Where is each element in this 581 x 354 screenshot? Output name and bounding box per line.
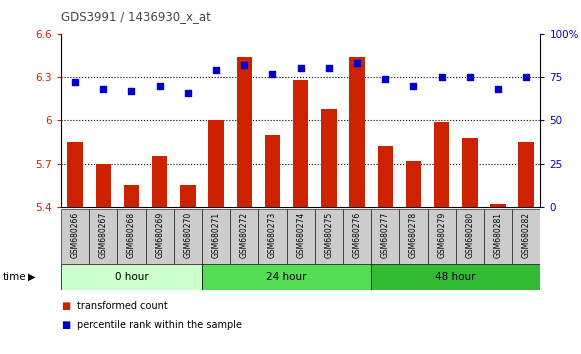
Point xyxy=(155,83,164,88)
Bar xyxy=(202,209,230,264)
Point xyxy=(268,71,277,76)
Bar xyxy=(174,209,202,264)
Text: GSM680280: GSM680280 xyxy=(465,212,474,258)
Point xyxy=(183,90,192,96)
Bar xyxy=(428,209,456,264)
Point xyxy=(70,79,80,85)
Bar xyxy=(61,209,89,264)
Point xyxy=(437,74,446,80)
Point xyxy=(493,86,503,92)
Point xyxy=(381,76,390,81)
Bar xyxy=(315,209,343,264)
Bar xyxy=(152,156,167,207)
Bar xyxy=(321,109,336,207)
Bar xyxy=(259,209,286,264)
Text: time: time xyxy=(3,272,27,282)
Text: GSM680273: GSM680273 xyxy=(268,212,277,258)
Text: transformed count: transformed count xyxy=(77,301,168,311)
Point xyxy=(239,62,249,68)
Text: ■: ■ xyxy=(61,320,70,330)
Bar xyxy=(371,209,399,264)
Bar xyxy=(349,57,365,207)
Bar xyxy=(399,209,428,264)
Bar xyxy=(61,264,202,290)
Bar xyxy=(67,142,83,207)
Text: GSM680267: GSM680267 xyxy=(99,212,108,258)
Bar xyxy=(124,185,139,207)
Bar xyxy=(484,209,512,264)
Text: 48 hour: 48 hour xyxy=(436,272,476,282)
Bar xyxy=(89,209,117,264)
Text: 24 hour: 24 hour xyxy=(266,272,307,282)
Bar xyxy=(236,57,252,207)
Text: GSM680271: GSM680271 xyxy=(211,212,221,258)
Text: GSM680282: GSM680282 xyxy=(522,212,530,258)
Bar xyxy=(343,209,371,264)
Bar xyxy=(265,135,280,207)
Bar xyxy=(490,204,506,207)
Bar xyxy=(180,185,196,207)
Bar xyxy=(230,209,259,264)
Text: GSM680270: GSM680270 xyxy=(184,212,192,258)
Text: GSM680277: GSM680277 xyxy=(381,212,390,258)
Bar xyxy=(95,164,111,207)
Point xyxy=(211,67,221,73)
Text: GSM680276: GSM680276 xyxy=(353,212,361,258)
Point xyxy=(522,74,531,80)
Text: GSM680275: GSM680275 xyxy=(324,212,333,258)
Text: GSM680272: GSM680272 xyxy=(240,212,249,258)
Point xyxy=(296,65,306,71)
Text: 0 hour: 0 hour xyxy=(114,272,148,282)
Point xyxy=(353,60,362,66)
Point xyxy=(99,86,108,92)
Point xyxy=(127,88,136,94)
Bar xyxy=(117,209,146,264)
Text: GSM680266: GSM680266 xyxy=(71,212,80,258)
Bar xyxy=(406,161,421,207)
Bar xyxy=(293,80,309,207)
Bar xyxy=(378,146,393,207)
Bar xyxy=(202,264,371,290)
Point xyxy=(409,83,418,88)
Bar xyxy=(456,209,484,264)
Bar xyxy=(512,209,540,264)
Text: percentile rank within the sample: percentile rank within the sample xyxy=(77,320,242,330)
Text: GDS3991 / 1436930_x_at: GDS3991 / 1436930_x_at xyxy=(61,10,211,23)
Text: GSM680279: GSM680279 xyxy=(437,212,446,258)
Bar xyxy=(462,138,478,207)
Bar xyxy=(518,142,534,207)
Bar xyxy=(209,120,224,207)
Text: GSM680269: GSM680269 xyxy=(155,212,164,258)
Text: GSM680281: GSM680281 xyxy=(493,212,503,258)
Point xyxy=(324,65,333,71)
Text: GSM680268: GSM680268 xyxy=(127,212,136,258)
Bar xyxy=(146,209,174,264)
Text: ■: ■ xyxy=(61,301,70,311)
Bar xyxy=(434,122,449,207)
Bar xyxy=(371,264,540,290)
Text: ▶: ▶ xyxy=(28,272,35,282)
Text: GSM680274: GSM680274 xyxy=(296,212,305,258)
Text: GSM680278: GSM680278 xyxy=(409,212,418,258)
Bar xyxy=(286,209,315,264)
Point xyxy=(465,74,475,80)
